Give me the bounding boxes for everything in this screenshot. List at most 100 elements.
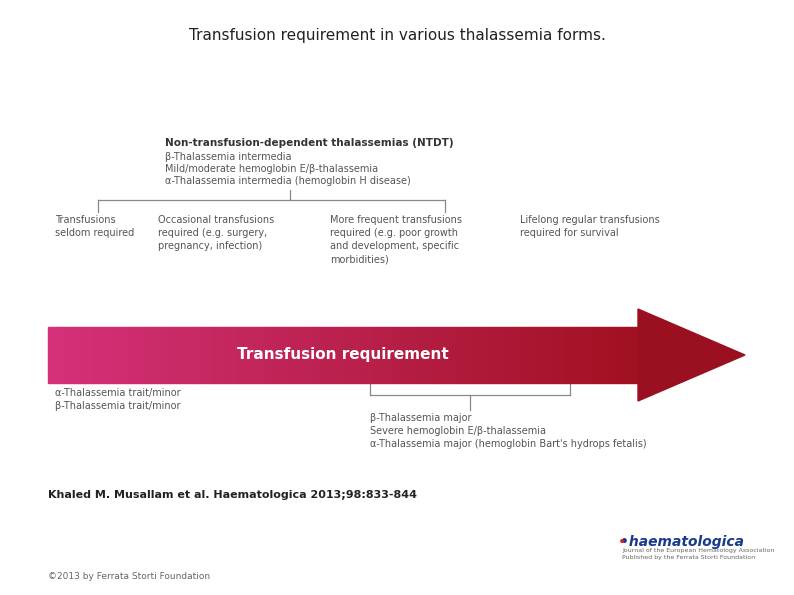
Bar: [93, 327, 95, 383]
Bar: [58, 327, 60, 383]
Bar: [577, 327, 579, 383]
Bar: [105, 327, 107, 383]
Bar: [268, 327, 270, 383]
Bar: [225, 327, 227, 383]
Bar: [239, 327, 241, 383]
Text: ©2013 by Ferrata Storti Foundation: ©2013 by Ferrata Storti Foundation: [48, 572, 210, 581]
Bar: [542, 327, 544, 383]
Bar: [158, 327, 160, 383]
Bar: [251, 327, 252, 383]
Bar: [579, 327, 581, 383]
Bar: [540, 327, 542, 383]
Bar: [530, 327, 532, 383]
Bar: [310, 327, 311, 383]
Bar: [567, 327, 569, 383]
Bar: [327, 327, 330, 383]
Polygon shape: [638, 309, 745, 401]
Bar: [589, 327, 591, 383]
Bar: [252, 327, 255, 383]
Bar: [612, 327, 615, 383]
Bar: [532, 327, 534, 383]
Bar: [199, 327, 202, 383]
Bar: [127, 327, 129, 383]
Bar: [476, 327, 479, 383]
Bar: [233, 327, 235, 383]
Bar: [398, 327, 400, 383]
Bar: [439, 327, 441, 383]
Bar: [503, 327, 504, 383]
Bar: [168, 327, 170, 383]
Bar: [634, 327, 636, 383]
Bar: [364, 327, 367, 383]
Bar: [290, 327, 292, 383]
Text: β-Thalassemia intermedia: β-Thalassemia intermedia: [165, 152, 291, 162]
Bar: [516, 327, 518, 383]
Bar: [372, 327, 375, 383]
Bar: [491, 327, 492, 383]
Bar: [585, 327, 587, 383]
Bar: [522, 327, 524, 383]
Bar: [624, 327, 626, 383]
Bar: [445, 327, 447, 383]
Bar: [371, 327, 372, 383]
Bar: [260, 327, 262, 383]
Bar: [453, 327, 455, 383]
Bar: [459, 327, 461, 383]
Bar: [294, 327, 296, 383]
Bar: [235, 327, 237, 383]
Text: Khaled M. Musallam et al. Haematologica 2013;98:833-844: Khaled M. Musallam et al. Haematologica …: [48, 490, 417, 500]
Bar: [607, 327, 608, 383]
Bar: [632, 327, 634, 383]
Bar: [402, 327, 404, 383]
Bar: [194, 327, 195, 383]
Bar: [524, 327, 526, 383]
Bar: [360, 327, 363, 383]
Bar: [437, 327, 439, 383]
Bar: [152, 327, 154, 383]
Bar: [202, 327, 203, 383]
Bar: [48, 327, 50, 383]
Bar: [355, 327, 357, 383]
Bar: [179, 327, 182, 383]
Bar: [620, 327, 622, 383]
Bar: [299, 327, 302, 383]
Bar: [451, 327, 453, 383]
Bar: [394, 327, 396, 383]
Bar: [54, 327, 56, 383]
Text: Published by the Ferrata Storti Foundation: Published by the Ferrata Storti Foundati…: [622, 555, 755, 560]
Bar: [326, 327, 327, 383]
Bar: [172, 327, 174, 383]
Bar: [416, 327, 418, 383]
Bar: [262, 327, 264, 383]
Bar: [499, 327, 500, 383]
Bar: [146, 327, 148, 383]
Bar: [255, 327, 256, 383]
Bar: [553, 327, 555, 383]
Bar: [70, 327, 71, 383]
Bar: [487, 327, 488, 383]
Bar: [608, 327, 611, 383]
Bar: [117, 327, 119, 383]
Bar: [178, 327, 179, 383]
Bar: [526, 327, 528, 383]
Text: •haematologica: •haematologica: [620, 535, 744, 549]
Bar: [150, 327, 152, 383]
Bar: [563, 327, 565, 383]
Bar: [471, 327, 472, 383]
Bar: [615, 327, 616, 383]
Bar: [221, 327, 223, 383]
Bar: [593, 327, 595, 383]
Bar: [210, 327, 211, 383]
Bar: [507, 327, 508, 383]
Bar: [219, 327, 221, 383]
Bar: [467, 327, 469, 383]
Bar: [341, 327, 343, 383]
Bar: [315, 327, 318, 383]
Bar: [129, 327, 130, 383]
Bar: [536, 327, 538, 383]
Bar: [278, 327, 280, 383]
Bar: [125, 327, 127, 383]
Bar: [388, 327, 390, 383]
Bar: [241, 327, 243, 383]
Bar: [357, 327, 359, 383]
